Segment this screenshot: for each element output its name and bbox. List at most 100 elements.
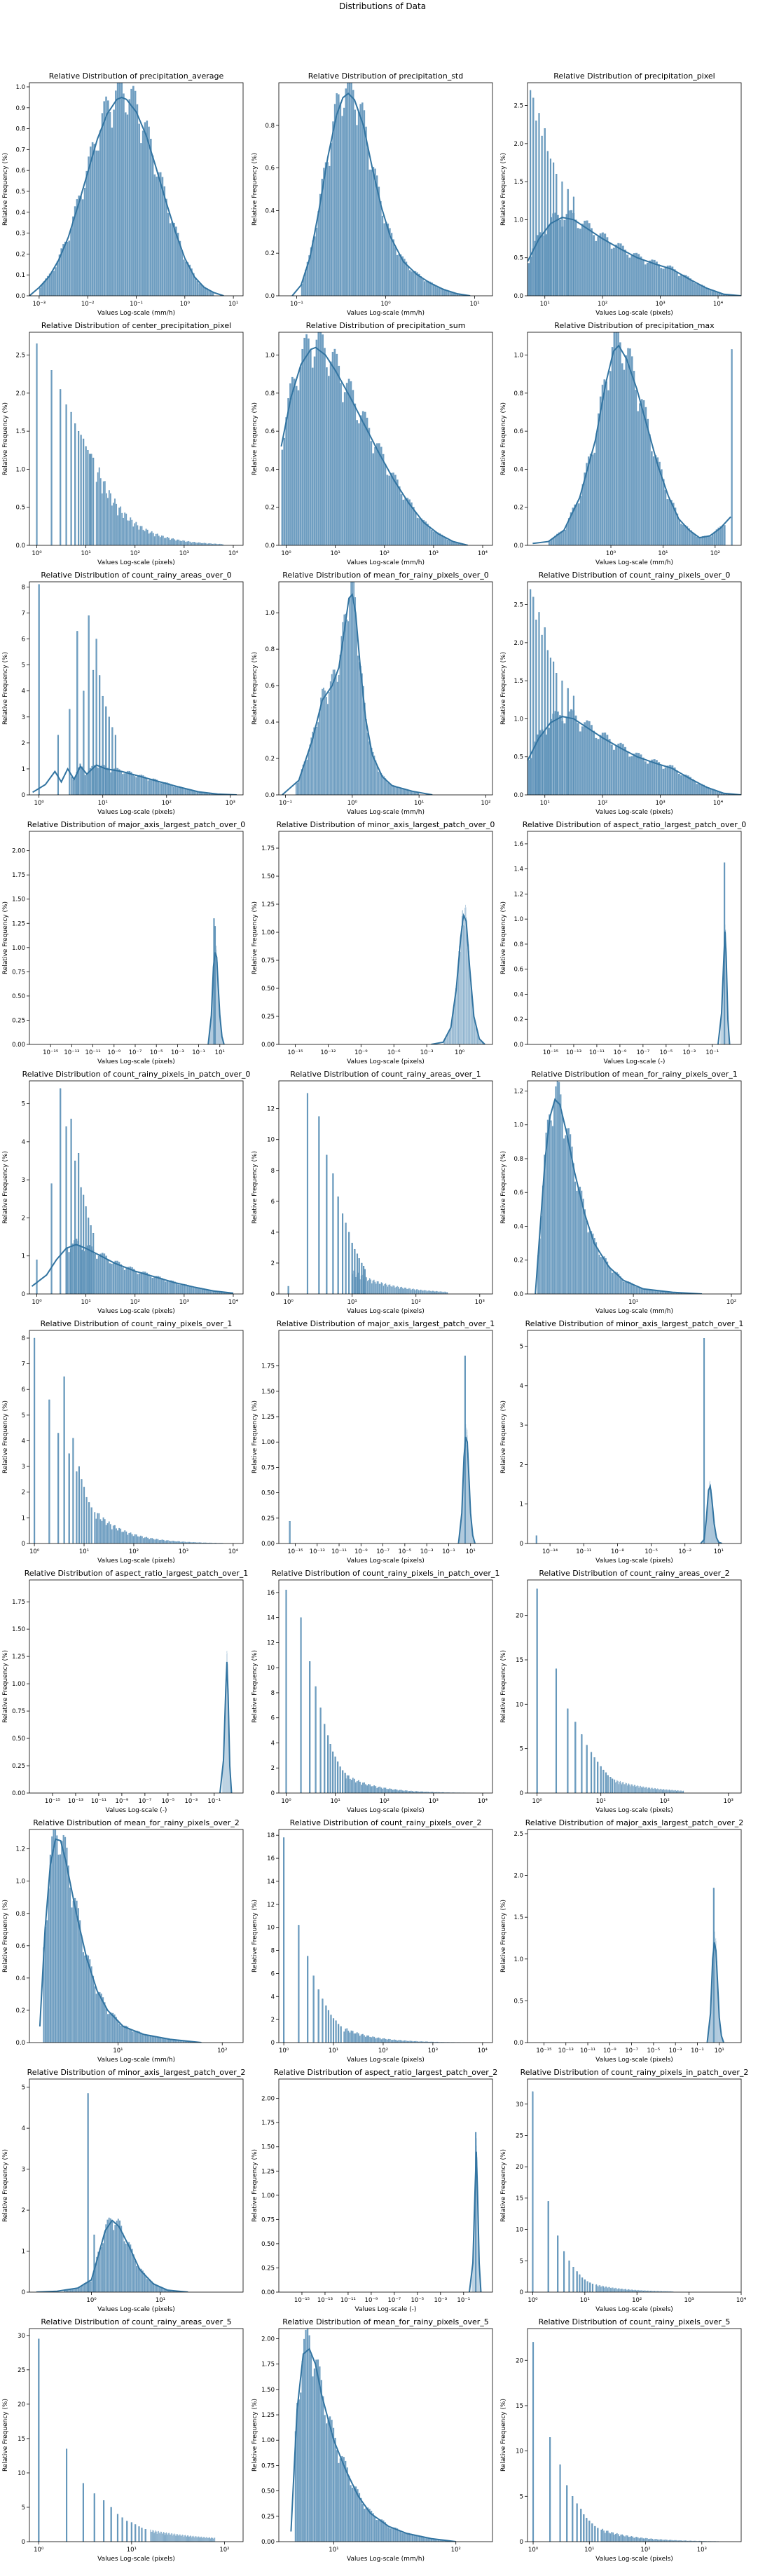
hist-bar (405, 2040, 407, 2043)
hist-spike (530, 589, 532, 795)
y-tick-label: 0 (22, 2539, 25, 2546)
hist-bar (612, 2287, 614, 2292)
hist-bar (350, 1779, 352, 1793)
hist-bar (144, 1537, 146, 1543)
hist-bar (376, 1281, 378, 1294)
hist-bar (345, 2029, 347, 2043)
hist-bar (327, 2418, 329, 2542)
hist-bar (102, 1517, 104, 1543)
hist-bar (207, 2537, 208, 2542)
y-tick-label: 4 (22, 688, 25, 695)
hist-bar (457, 970, 458, 1044)
plot-area (532, 2342, 719, 2542)
hist-bar (399, 788, 401, 795)
x-tick-label: 10¹ (596, 1798, 606, 1805)
hist-spike (289, 1521, 291, 1543)
y-tick-label: 1.25 (12, 920, 25, 927)
hist-bar (386, 780, 388, 795)
x-tick-label: 10⁻⁷ (139, 1798, 152, 1805)
hist-bar (656, 457, 659, 545)
y-axis-label: Relative Frequency (%) (251, 1900, 259, 1972)
y-tick-label: 0.6 (265, 683, 275, 690)
y-tick-label: 2.0 (514, 141, 523, 148)
hist-bar (631, 2289, 633, 2292)
x-tick-label: 10⁻³ (420, 1548, 434, 1555)
hist-bar (357, 2033, 359, 2043)
hist-bar (579, 229, 582, 296)
hist-bar (640, 256, 642, 296)
hist-bar (390, 1286, 392, 1294)
hist-bar (610, 2288, 612, 2292)
hist-bar (607, 2288, 609, 2292)
hist-spike (590, 1752, 593, 1793)
y-tick-label: 10 (18, 2470, 25, 2477)
hist-bar (341, 116, 343, 296)
hist-bar (355, 625, 358, 795)
hist-spike (306, 1093, 309, 1294)
hist-bar (116, 768, 119, 795)
hist-bar (106, 1259, 109, 1294)
y-tick-label: 4 (22, 1139, 25, 1146)
hist-bar (359, 104, 362, 296)
x-tick-label: 10² (411, 1299, 421, 1306)
hist-bar (175, 1541, 178, 1543)
hist-bar (570, 709, 573, 795)
hist-spike (83, 1487, 85, 1543)
hist-spike (602, 1769, 605, 1793)
hist-bar (558, 715, 562, 795)
hist-bar (439, 1291, 441, 1294)
hist-bar (108, 2217, 110, 2292)
x-tick-label: 10² (380, 1798, 390, 1805)
hist-bar (153, 1539, 155, 1543)
hist-bar (675, 1790, 677, 1793)
hist-bar (413, 1289, 415, 1294)
hist-bar (94, 1253, 97, 1294)
hist-bar (657, 762, 661, 795)
x-tick-label: 10⁻¹ (442, 1548, 455, 1555)
y-tick-label: 8 (22, 1335, 25, 1342)
x-axis-label: Values Log-scale (pixels) (595, 2306, 673, 2313)
hist-bar (97, 1513, 99, 1543)
hist-bar (163, 2531, 165, 2542)
y-tick-label: 30 (516, 2101, 523, 2108)
hist-bar (694, 535, 696, 545)
x-tick-label: 10³ (655, 800, 665, 807)
hist-bar (623, 2535, 625, 2542)
hist-spike (65, 2448, 68, 2542)
hist-bar (357, 111, 360, 296)
axes-frame (527, 1330, 742, 1544)
hist-spike (572, 2267, 574, 2292)
hist-spike (92, 669, 95, 795)
hist-spike (345, 1222, 347, 1294)
hist-bar (372, 1280, 374, 1294)
x-tick-label: 10¹ (584, 2547, 594, 2554)
hist-bar (103, 2233, 106, 2292)
x-tick-label: 10¹ (156, 2297, 165, 2304)
chart-title: Relative Distribution of precipitation_s… (308, 71, 463, 81)
hist-bar (121, 1532, 123, 1543)
hist-bar (399, 1288, 401, 1294)
hist-bar (123, 2241, 125, 2292)
hist-spike (83, 438, 85, 545)
hist-bar (626, 751, 629, 795)
hist-bar (400, 1790, 402, 1793)
x-tick-label: 10² (130, 550, 140, 557)
hist-bar (309, 744, 311, 795)
hist-bar (127, 1267, 130, 1294)
hist-bar (173, 539, 176, 545)
hist-bar (151, 531, 153, 545)
x-tick-label: 10² (726, 1299, 736, 1306)
hist-bar (572, 1163, 574, 1294)
y-axis-label: Relative Frequency (%) (2, 402, 9, 475)
hist-bar (297, 390, 300, 545)
hist-spike (530, 90, 532, 296)
hist-bar (191, 2537, 193, 2542)
hist-bar (612, 749, 616, 795)
hist-bar (626, 1783, 627, 1793)
y-tick-label: 2 (271, 2017, 275, 2024)
hist-bar (588, 721, 591, 795)
hist-bar (118, 2024, 120, 2043)
hist-bar (154, 1539, 156, 1543)
hist-bar (109, 2218, 112, 2292)
